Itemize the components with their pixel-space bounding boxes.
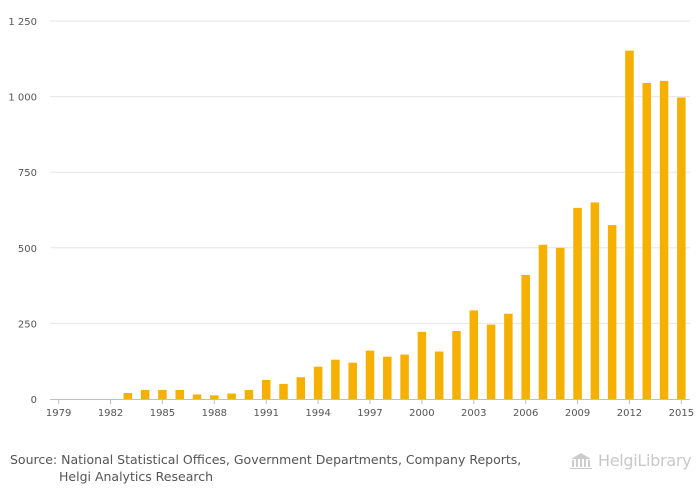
bar <box>192 394 202 399</box>
bar <box>590 202 600 399</box>
bar <box>313 366 323 399</box>
y-tick-label: 500 <box>18 244 37 255</box>
source-note: Source: National Statistical Offices, Go… <box>10 451 521 485</box>
y-tick-label: 1 000 <box>8 93 37 104</box>
helgi-library-logo: HelgiLibrary <box>568 451 692 470</box>
y-tick-label: 1 250 <box>8 17 37 28</box>
bar <box>607 225 617 399</box>
source-line-2: Helgi Analytics Research <box>59 469 214 484</box>
bar <box>158 389 167 399</box>
bar <box>383 356 392 399</box>
bar <box>123 392 133 399</box>
bar <box>175 389 184 399</box>
x-tick-label: 2003 <box>461 408 486 419</box>
bar <box>659 80 669 400</box>
bar <box>469 310 479 399</box>
bar <box>227 393 236 399</box>
brand-name: HelgiLibrary <box>598 451 692 470</box>
x-tick-label: 1985 <box>150 408 175 419</box>
x-tick-label: 2000 <box>409 408 434 419</box>
x-tick-label: 1982 <box>98 408 123 419</box>
source-line-1: Source: National Statistical Offices, Go… <box>10 452 522 467</box>
bar-chart: 0 250 500 750 1 000 1 250 1979 1982 1985 1988 1991… <box>8 17 694 419</box>
bar <box>573 207 582 399</box>
y-tick-label: 750 <box>18 168 37 179</box>
bar <box>486 324 496 399</box>
bar <box>400 354 409 399</box>
bar <box>331 359 340 399</box>
x-tick-label: 2012 <box>617 408 642 419</box>
bar <box>677 97 686 399</box>
bar <box>261 379 271 399</box>
bar <box>642 82 652 399</box>
x-tick-label: 1994 <box>305 408 330 419</box>
bar <box>452 330 461 399</box>
x-tick-label: 2006 <box>513 408 538 419</box>
bar <box>625 50 634 400</box>
x-tick-label: 1979 <box>46 408 71 419</box>
bar <box>538 244 548 399</box>
bar <box>210 395 219 399</box>
bar <box>556 247 565 399</box>
bar <box>279 383 288 399</box>
bar <box>365 350 375 399</box>
bar <box>504 313 513 399</box>
x-tick-label: 2009 <box>565 408 590 419</box>
x-tick-label: 1988 <box>202 408 227 419</box>
x-tick-label: 1991 <box>253 408 278 419</box>
y-tick-label: 250 <box>18 319 37 330</box>
bar <box>417 331 427 399</box>
x-tick-label: 2015 <box>669 408 694 419</box>
bar <box>296 377 306 399</box>
y-tick-label: 0 <box>31 395 37 406</box>
x-tick-label: 1997 <box>357 408 382 419</box>
bar <box>140 389 150 399</box>
bar <box>521 275 530 399</box>
library-building-icon <box>570 452 592 469</box>
bar <box>348 362 357 399</box>
bar <box>244 389 254 399</box>
bar <box>434 351 444 399</box>
